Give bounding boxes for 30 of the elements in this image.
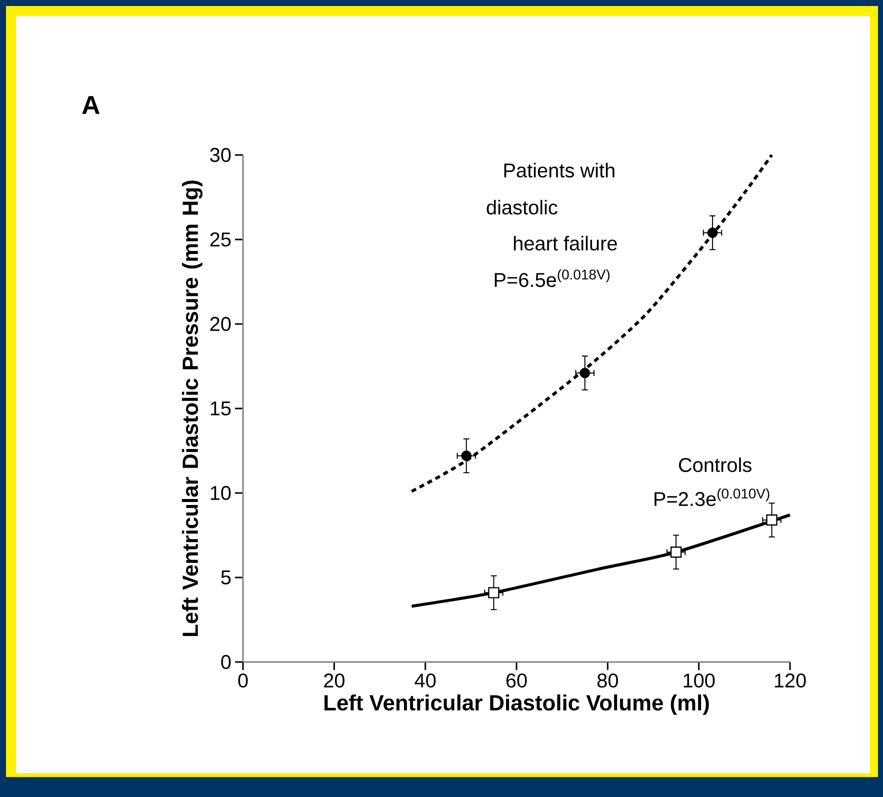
x-tick-label: 80 — [597, 674, 618, 688]
y-tick-label: 5 — [221, 570, 231, 584]
x-axis-title: Left Ventricular Diastolic Volume (ml) — [324, 694, 709, 715]
y-axis-title: Left Ventricular Diastolic Pressure (mm Hg) — [182, 180, 202, 636]
y-tick-label: 10 — [210, 486, 231, 500]
annotation: P=2.3e$^{(0.010V)}$ — [654, 488, 770, 506]
point — [766, 514, 778, 526]
point — [580, 368, 590, 378]
x-tick-label: 60 — [506, 674, 527, 688]
y-tick-label: 15 — [210, 402, 231, 416]
y-tick-label: 0 — [221, 654, 231, 670]
x-tick-label: 100 — [684, 674, 715, 688]
y-tick-label: 30 — [210, 148, 231, 162]
annotation: heart failure — [514, 236, 617, 251]
x-tick-label: 20 — [324, 674, 344, 688]
point — [670, 546, 682, 558]
point — [461, 450, 472, 462]
annotation: Controls — [678, 457, 752, 472]
y-tick-label: 20 — [210, 316, 231, 332]
annotation: P=6.5e$^{(0.018V)}$ — [494, 269, 610, 288]
point — [707, 228, 718, 238]
annotation: diastolic — [486, 200, 558, 215]
point — [488, 587, 500, 598]
annotation: Patients with — [504, 162, 614, 178]
text: A — [82, 96, 100, 114]
y-tick-label: 25 — [210, 232, 231, 247]
x-tick-label: 40 — [414, 674, 436, 688]
x-tick-label: 0 — [238, 674, 248, 688]
line-series — [410, 513, 792, 608]
x-tick-label: 120 — [774, 674, 806, 688]
